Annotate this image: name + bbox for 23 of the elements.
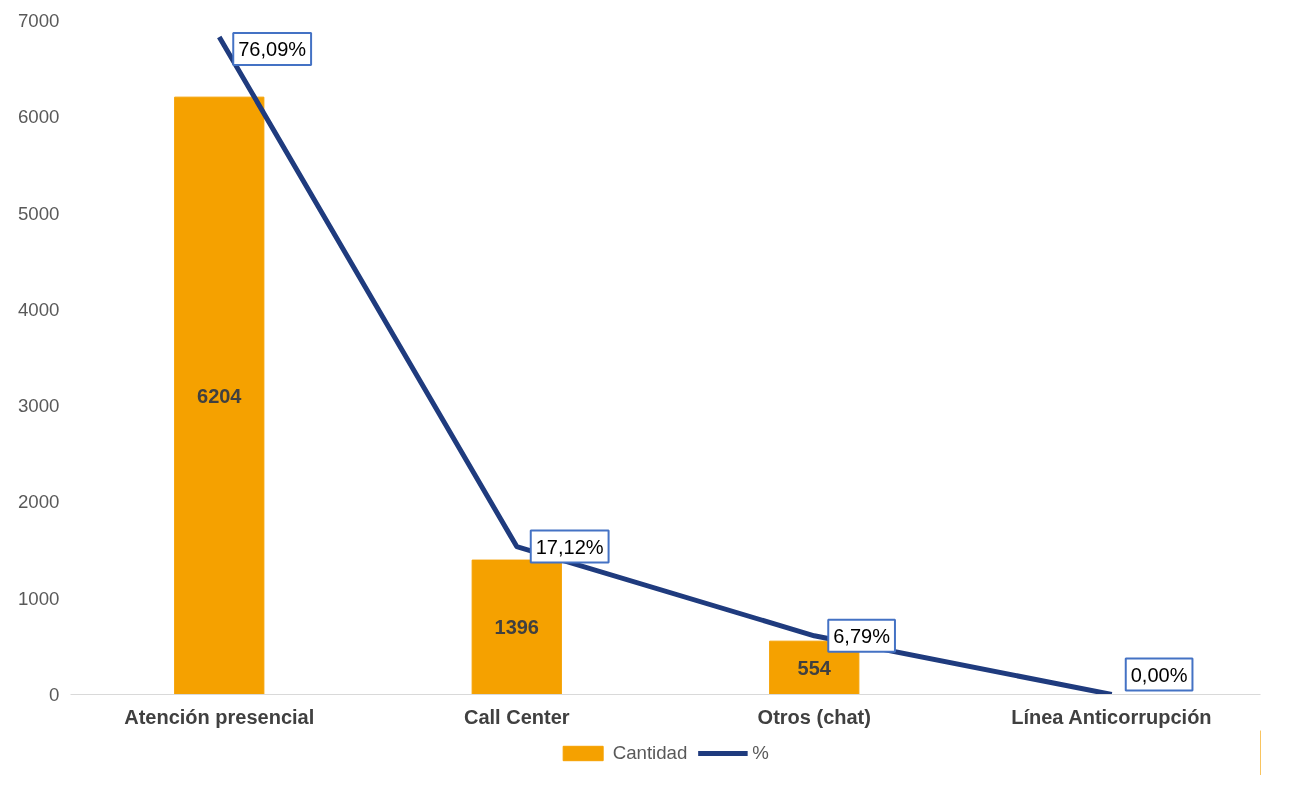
bar	[471, 559, 562, 695]
y-tick-label: 4000	[18, 298, 60, 320]
y-tick-label: 5000	[18, 202, 60, 224]
y-tick-label: 3000	[18, 395, 60, 417]
data-label: 6,79%	[833, 624, 891, 647]
x-tick-label: Call Center	[463, 705, 570, 728]
data-label: 0,00%	[1130, 663, 1188, 686]
x-tick-label: Atención presencial	[124, 705, 315, 728]
bar	[174, 96, 265, 695]
y-tick-label: 7000	[18, 10, 60, 31]
y-tick-label: 0	[49, 684, 60, 705]
y-tick-label: 6000	[18, 106, 60, 128]
x-tick-label: Otros (chat)	[757, 705, 871, 728]
y-tick-label: 2000	[18, 491, 60, 513]
x-tick-label: Línea Anticorrupción	[1011, 705, 1212, 728]
data-label: 6204	[197, 384, 243, 407]
data-label: 17,12%	[535, 535, 604, 558]
data-label: 76,09%	[238, 37, 307, 60]
y-tick-label: 1000	[18, 587, 60, 609]
legend-label: Cantidad	[612, 741, 688, 764]
data-label: 554	[797, 656, 832, 679]
data-label: 1396	[494, 616, 539, 639]
legend-label: %	[752, 741, 770, 764]
